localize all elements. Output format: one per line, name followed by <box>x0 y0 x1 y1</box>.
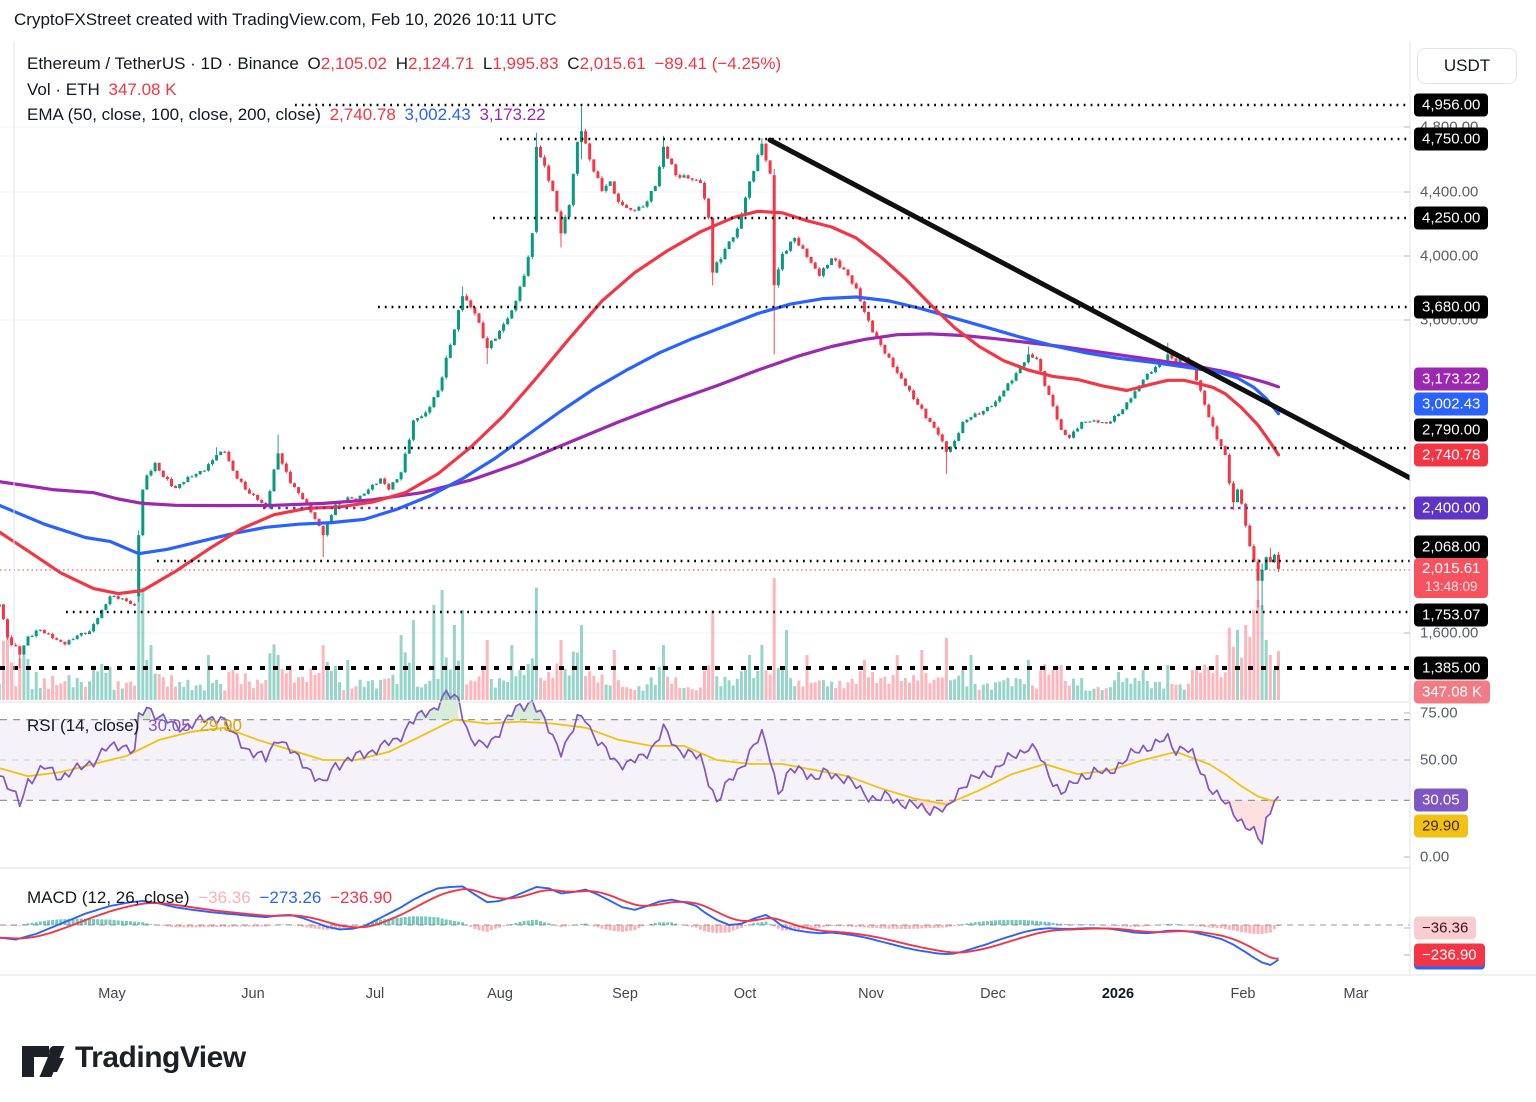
price-axis-badge: 2,740.78 <box>1414 443 1489 467</box>
price-axis[interactable]: USDT 4,800.004,400.004,000.003,600.001,6… <box>1410 42 1536 1010</box>
price-axis-badge: 347.08 K <box>1414 680 1491 704</box>
rsi-axis-label: 0.00 <box>1420 848 1450 866</box>
countdown-timer: 13:48:09 <box>1424 579 1478 594</box>
price-axis-badge: 2,790.00 <box>1414 418 1489 442</box>
macd-hist-value: −36.36 <box>198 888 251 907</box>
ema-label: EMA (50, close, 100, close, 200, close) <box>27 105 321 124</box>
price-axis-badge: 3,680.00 <box>1414 295 1489 319</box>
last-price-badge: 2,015.61 13:48:09 <box>1414 558 1489 598</box>
ohlc-close-label: C <box>567 54 580 73</box>
price-axis-badge: 4,750.00 <box>1414 127 1489 151</box>
ema100-value: 3,002.43 <box>404 105 471 124</box>
tradingview-mark-icon <box>22 1046 65 1077</box>
time-axis-label: Aug <box>487 986 513 1002</box>
price-axis-label: 4,400.00 <box>1420 183 1479 201</box>
price-axis-label: 1,600.00 <box>1420 624 1479 642</box>
rsi-value: 30.05 <box>148 716 191 735</box>
credit-text: CryptoFXStreet created with TradingView.… <box>14 10 557 29</box>
price-axis-badge: 3,173.22 <box>1414 367 1489 391</box>
ema50-value: 2,740.78 <box>329 105 396 124</box>
macd-signal-value: −236.90 <box>330 888 393 907</box>
price-axis-badge: 1,385.00 <box>1414 656 1489 680</box>
macd-legend[interactable]: MACD (12, 26, close) −36.36 −273.26 −236… <box>27 888 396 908</box>
tradingview-logo[interactable]: TradingView <box>18 1034 246 1081</box>
price-axis-badge: 2,068.00 <box>1414 535 1489 559</box>
rsi-axis-badge: 30.05 <box>1414 788 1468 812</box>
macd-axis-badge: −236.90 <box>1414 943 1485 967</box>
tradingview-brand-text: TradingView <box>75 1040 246 1074</box>
ohlc-high-value: 2,124.71 <box>407 54 475 73</box>
macd-label: MACD (12, 26, close) <box>27 888 190 907</box>
time-axis-label: Oct <box>733 986 757 1002</box>
macd-line-value: −273.26 <box>259 888 322 907</box>
volume-label: Vol · ETH <box>27 80 100 99</box>
ohlc-low-label: L <box>482 54 493 73</box>
price-axis-badge: 2,400.00 <box>1414 496 1489 520</box>
currency-button[interactable]: USDT <box>1417 48 1517 84</box>
symbol-legend[interactable]: Ethereum / TetherUS · 1D · Binance O2,10… <box>27 54 785 74</box>
ohlc-open-label: O <box>307 54 321 73</box>
time-axis-label: Feb <box>1230 986 1256 1002</box>
ohlc-high-label: H <box>395 54 408 73</box>
price-axis-badge: 3,002.43 <box>1414 392 1489 416</box>
rsi-label: RSI (14, close) <box>27 716 140 735</box>
ohlc-low-value: 1,995.83 <box>492 54 559 73</box>
rsi-ma-value: 29.90 <box>199 716 242 735</box>
time-axis-label: Mar <box>1343 986 1369 1002</box>
time-axis-label: Jun <box>241 986 265 1002</box>
time-axis-label: Nov <box>858 986 884 1002</box>
time-axis[interactable]: May Jun Jul Aug Sep Oct Nov Dec 2026 Feb Mar <box>0 980 1410 1010</box>
rsi-axis-label: 50.00 <box>1420 751 1458 769</box>
rsi-axis-badge: 29.90 <box>1414 814 1468 838</box>
price-axis-badge: 4,956.00 <box>1414 93 1489 117</box>
last-price-value: 2,015.61 <box>1422 560 1481 577</box>
ema-legend[interactable]: EMA (50, close, 100, close, 200, close) … <box>27 105 550 125</box>
rsi-legend[interactable]: RSI (14, close) 30.05 29.90 <box>27 716 246 736</box>
ohlc-change: −89.41 (−4.25%) <box>654 54 782 73</box>
volume-legend[interactable]: Vol · ETH 347.08 K <box>27 80 181 100</box>
price-axis-label: 4,000.00 <box>1420 247 1479 265</box>
price-axis-badge: 4,250.00 <box>1414 206 1489 230</box>
time-axis-label: 2026 <box>1101 986 1135 1002</box>
ema200-value: 3,173.22 <box>479 105 546 124</box>
symbol-title: Ethereum / TetherUS · 1D · Binance <box>27 54 299 73</box>
time-axis-label: Sep <box>612 986 638 1002</box>
macd-axis-badge: −36.36 <box>1414 916 1477 940</box>
ohlc-close-value: 2,015.61 <box>579 54 646 73</box>
volume-value: 347.08 K <box>108 80 177 99</box>
ohlc-open-value: 2,105.02 <box>320 54 387 73</box>
price-axis-badge: 1,753.07 <box>1414 603 1489 627</box>
time-axis-label: Jul <box>365 986 385 1002</box>
time-axis-label: Dec <box>980 986 1006 1002</box>
rsi-axis-label: 75.00 <box>1420 704 1458 722</box>
time-axis-label: May <box>98 986 126 1002</box>
